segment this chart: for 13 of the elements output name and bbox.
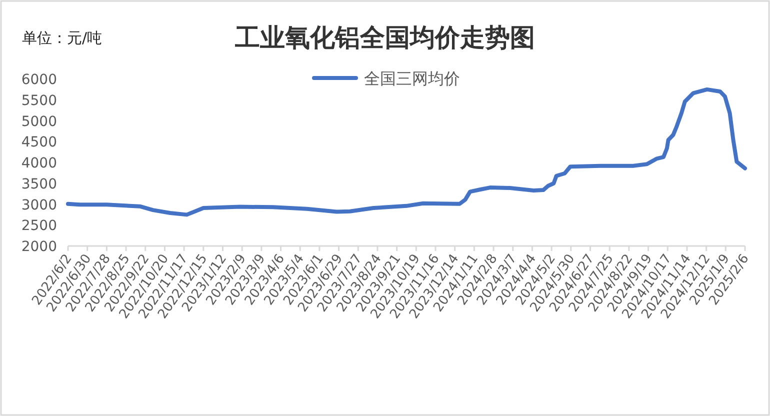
chart-title: 工业氧化铝全国均价走势图: [234, 23, 535, 52]
y-tick-label: 5000: [21, 114, 57, 130]
y-tick-label: 3000: [21, 197, 57, 214]
legend-label: 全国三网均价: [364, 69, 460, 88]
line-series: [66, 87, 747, 217]
y-tick-label: 2500: [21, 218, 57, 234]
y-tick-label: 3500: [21, 176, 57, 192]
y-tick-label: 6000: [21, 72, 57, 88]
y-tick-label: 5500: [21, 92, 57, 109]
y-tick-label: 4000: [21, 156, 57, 172]
y-tick-label: 4500: [21, 134, 57, 151]
y-tick-label: 2000: [21, 239, 57, 255]
y-axis-title: 单位：元/吨: [22, 29, 102, 47]
